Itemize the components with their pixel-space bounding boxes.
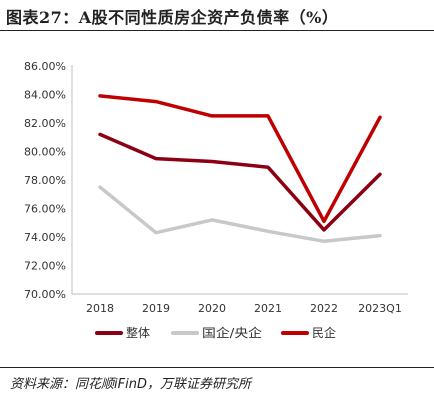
legend-label-0: 整体 (126, 325, 150, 340)
y-tick-label: 86.00% (24, 60, 66, 73)
y-tick-label: 84.00% (24, 89, 66, 102)
source-note: 资料来源：同花顺iFinD，万联证券研究所 (10, 377, 251, 392)
y-tick-label: 70.00% (24, 288, 66, 301)
y-tick-label: 74.00% (24, 231, 66, 244)
legend: 整体 国企/央企 民企 (95, 325, 336, 340)
series-line-2 (98, 94, 382, 224)
series-line-1 (98, 185, 382, 244)
y-tick-label: 78.00% (24, 174, 66, 187)
y-tick-label: 72.00% (24, 260, 66, 273)
x-tick-label: 2023Q1 (358, 302, 402, 315)
y-tick-labels: 70.00% 72.00% 74.00% 76.00% 78.00% 80.00% 82.0… (24, 60, 66, 301)
y-tick-label: 82.00% (24, 117, 66, 130)
series-lines (98, 94, 382, 244)
source-rule (0, 367, 434, 368)
x-tick-label: 2020 (198, 302, 226, 315)
legend-label-2: 民企 (312, 325, 336, 340)
x-tick-label: 2019 (142, 302, 170, 315)
y-tick-label: 80.00% (24, 146, 66, 159)
line-chart: 70.00% 72.00% 74.00% 76.00% 78.00% 80.00% 82.0… (24, 60, 408, 340)
x-tick-labels: 2018 2019 2020 2021 2022 2023Q1 (86, 302, 402, 315)
title-rule (0, 30, 434, 31)
figure-title: 图表27：A股不同性质房企资产负债率（%） (6, 8, 339, 27)
series-line-0 (98, 132, 382, 232)
y-tick-label: 76.00% (24, 203, 66, 216)
x-tick-label: 2022 (310, 302, 338, 315)
x-tick-label: 2018 (86, 302, 114, 315)
x-tick-label: 2021 (254, 302, 282, 315)
legend-label-1: 国企/央企 (202, 325, 262, 340)
